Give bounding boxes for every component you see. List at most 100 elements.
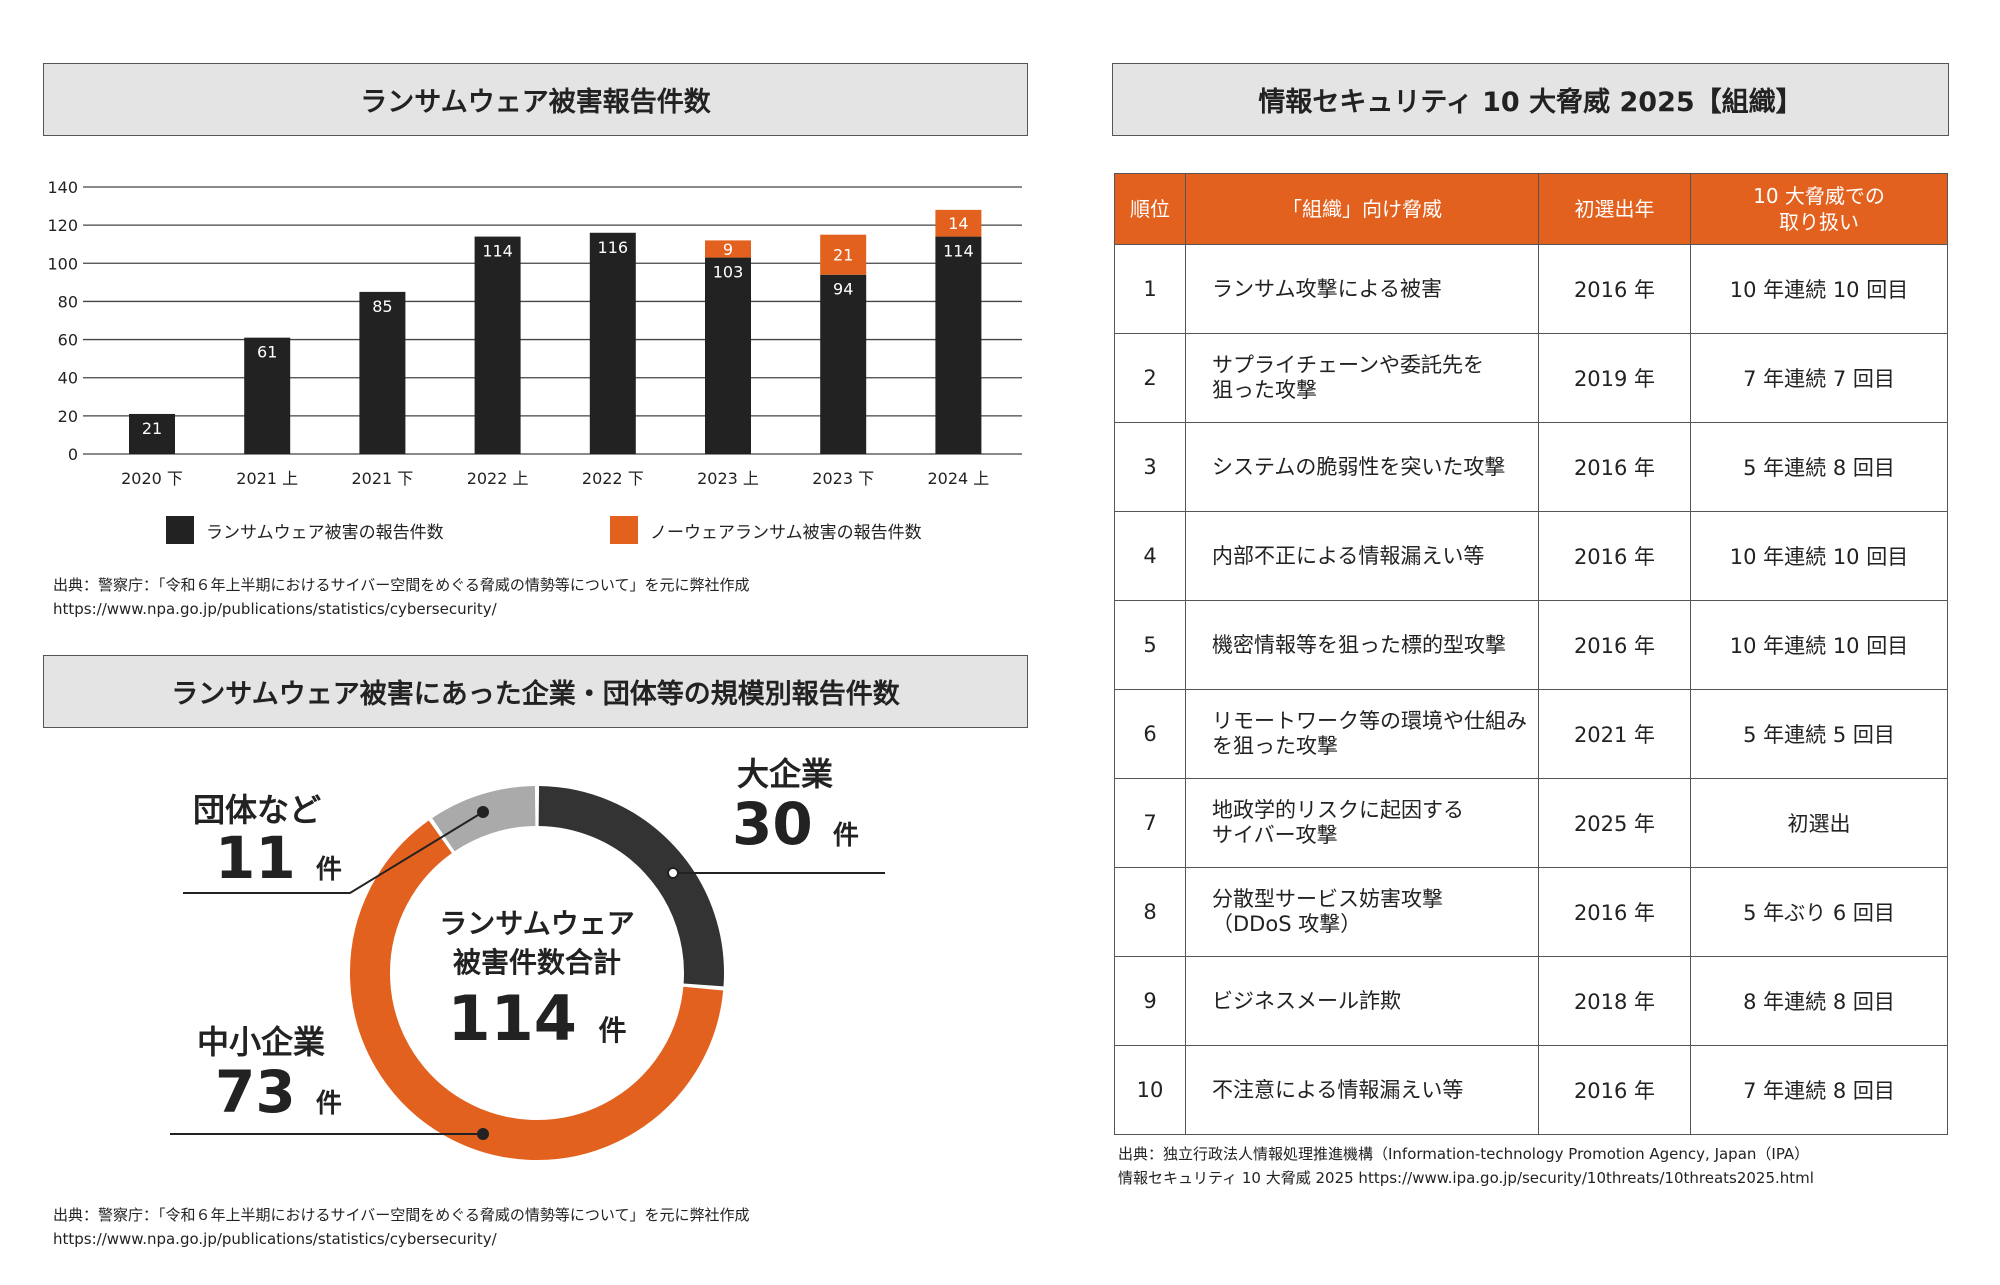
- threats-table: 順位 「組織」向け脅威 初選出年 10 大脅威での 取り扱い 1 ランサム攻撃によ…: [1114, 173, 1948, 1135]
- source-text: 出典：警察庁：「令和６年上半期におけるサイバー空間をめぐる脅威の情勢等について」…: [53, 576, 750, 594]
- source-url: https://www.npa.go.jp/publications/stati…: [53, 1230, 497, 1248]
- table-row: 7 地政学的リスクに起因する サイバー攻撃 2025 年初選出: [1114, 778, 1948, 868]
- source-url: https://www.npa.go.jp/publications/stati…: [53, 600, 497, 618]
- cell-threat: 機密情報等を狙った標的型攻撃: [1185, 600, 1539, 690]
- donut-slice-org: [432, 786, 536, 852]
- donut-slice-large: [538, 786, 724, 987]
- cell-first-year: 2016 年: [1538, 244, 1691, 334]
- donut-center-line1: ランサムウェア: [439, 907, 634, 940]
- bar-data-label: 21: [142, 419, 162, 438]
- x-tick-label: 2021 下: [351, 469, 413, 488]
- legend-item-ransomware: ランサムウェア被害の報告件数: [166, 516, 444, 544]
- cell-rank: 3: [1114, 422, 1186, 512]
- bar-chart: 0 20 40 60 80 100 120 140 21 2020 下 61 2021 上 85 2021…: [47, 178, 1022, 488]
- cell-times: 8 年連続 8 回目: [1690, 956, 1948, 1046]
- x-tick-label: 2024 上: [927, 469, 989, 488]
- cell-times: 10 年連続 10 回目: [1690, 600, 1948, 690]
- x-tick-label: 2023 下: [812, 469, 874, 488]
- callout-label: 中小企業: [197, 1023, 325, 1061]
- cell-times: 5 年ぶり 6 回目: [1690, 867, 1948, 957]
- cell-first-year: 2016 年: [1538, 422, 1691, 512]
- y-tick-label: 140: [47, 178, 78, 197]
- bar-data-label: 85: [372, 297, 392, 316]
- cell-times: 7 年連続 7 回目: [1690, 333, 1948, 423]
- callout-dot: [477, 1128, 489, 1140]
- callout-dot: [477, 806, 489, 818]
- donut-center-line2: 被害件数合計: [453, 946, 621, 979]
- cell-threat: ビジネスメール詐欺: [1185, 956, 1539, 1046]
- bar-data-label: 21: [833, 246, 853, 265]
- bar-data-label: 114: [943, 242, 974, 261]
- cell-times: 5 年連続 8 回目: [1690, 422, 1948, 512]
- legend-label-noware: ノーウェアランサム被害の報告件数: [650, 522, 922, 543]
- y-tick-label: 100: [47, 254, 78, 273]
- table-source: 出典：独立行政法人情報処理推進機構（Information-technology…: [1118, 1142, 1814, 1190]
- legend-swatch-ransomware: [166, 516, 194, 544]
- source-text: 出典：独立行政法人情報処理推進機構（Information-technology…: [1118, 1145, 1810, 1163]
- cell-times: 10 年連続 10 回目: [1690, 244, 1948, 334]
- callout-label: 大企業: [737, 755, 833, 793]
- source-url: 情報セキュリティ 10 大脅威 2025 https://www.ipa.go.…: [1118, 1169, 1814, 1187]
- cell-first-year: 2018 年: [1538, 956, 1691, 1046]
- donut-slice-sme: [350, 820, 724, 1160]
- cell-threat: 分散型サービス妨害攻撃 （DDoS 攻撃）: [1185, 867, 1539, 957]
- donut-chart-source: 出典：警察庁：「令和６年上半期におけるサイバー空間をめぐる脅威の情勢等について」…: [53, 1203, 749, 1251]
- bar-ransomware: [589, 232, 636, 454]
- cell-threat: ランサム攻撃による被害: [1185, 244, 1539, 334]
- header-times-line1: 10 大脅威での: [1753, 184, 1885, 208]
- cell-times: 7 年連続 8 回目: [1690, 1045, 1948, 1135]
- cell-times: 初選出: [1690, 778, 1948, 868]
- cell-threat: リモートワーク等の環境や仕組み を狙った攻撃: [1185, 689, 1539, 779]
- y-tick-label: 60: [58, 331, 78, 350]
- source-text: 出典：警察庁：「令和６年上半期におけるサイバー空間をめぐる脅威の情勢等について」…: [53, 1206, 750, 1224]
- bar-data-label: 103: [713, 263, 744, 282]
- legend-label-ransomware: ランサムウェア被害の報告件数: [206, 522, 444, 543]
- bar-chart-source: 出典：警察庁：「令和６年上半期におけるサイバー空間をめぐる脅威の情勢等について」…: [53, 573, 749, 621]
- cell-first-year: 2016 年: [1538, 1045, 1691, 1135]
- x-tick-label: 2020 下: [121, 469, 183, 488]
- cell-rank: 2: [1114, 333, 1186, 423]
- bar-noware: [705, 240, 751, 258]
- cell-times: 10 年連続 10 回目: [1690, 511, 1948, 601]
- cell-threat: 不注意による情報漏えい等: [1185, 1045, 1539, 1135]
- y-tick-label: 0: [68, 445, 78, 464]
- cell-rank: 6: [1114, 689, 1186, 779]
- cell-first-year: 2016 年: [1538, 511, 1691, 601]
- x-tick-label: 2021 上: [236, 469, 298, 488]
- x-tick-label: 2022 下: [582, 469, 644, 488]
- cell-rank: 4: [1114, 511, 1186, 601]
- bar-ransomware: [359, 291, 406, 454]
- bar-chart-title: ランサムウェア被害報告件数: [43, 63, 1028, 136]
- y-tick-label: 40: [58, 369, 78, 388]
- bar-ransomware: [705, 257, 751, 454]
- table-header-row: 順位 「組織」向け脅威 初選出年 10 大脅威での 取り扱い: [1114, 173, 1948, 245]
- header-times: 10 大脅威での 取り扱い: [1690, 173, 1948, 245]
- bar-data-label: 94: [833, 280, 853, 299]
- header-times-line2: 取り扱い: [1779, 210, 1859, 234]
- bar-data-label: 116: [598, 238, 629, 257]
- bar-ransomware: [935, 236, 982, 454]
- cell-first-year: 2016 年: [1538, 867, 1691, 957]
- legend-item-noware: ノーウェアランサム被害の報告件数: [610, 516, 922, 544]
- bar-ransomware: [820, 274, 867, 454]
- y-tick-label: 20: [58, 407, 78, 426]
- table-title: 情報セキュリティ 10 大脅威 2025【組織】: [1112, 63, 1949, 136]
- callout-line: [183, 811, 484, 894]
- cell-threat: サプライチェーンや委託先を 狙った攻撃: [1185, 333, 1539, 423]
- bar-data-label: 9: [723, 240, 733, 259]
- cell-rank: 8: [1114, 867, 1186, 957]
- bar-ransomware: [129, 413, 175, 454]
- donut-center-total: 114 件: [447, 982, 626, 1055]
- header-rank: 順位: [1114, 173, 1186, 245]
- cell-first-year: 2016 年: [1538, 600, 1691, 690]
- x-tick-label: 2023 上: [697, 469, 759, 488]
- bar-data-label: 61: [257, 343, 277, 362]
- cell-first-year: 2025 年: [1538, 778, 1691, 868]
- callout-dot: [667, 867, 679, 879]
- cell-times: 5 年連続 5 回目: [1690, 689, 1948, 779]
